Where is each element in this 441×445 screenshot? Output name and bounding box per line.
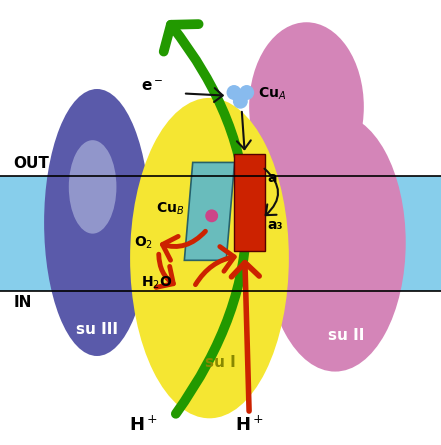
FancyArrowPatch shape [232, 263, 259, 411]
Text: a: a [268, 171, 277, 185]
Text: Cu$_B$: Cu$_B$ [156, 201, 184, 217]
Circle shape [234, 94, 247, 108]
FancyArrowPatch shape [156, 254, 173, 287]
Text: a₃: a₃ [268, 218, 283, 232]
Ellipse shape [69, 140, 116, 234]
Circle shape [240, 86, 254, 99]
Text: Cu$_A$: Cu$_A$ [258, 85, 286, 101]
FancyArrowPatch shape [237, 112, 251, 149]
Text: H$_2$O: H$_2$O [141, 275, 172, 291]
Ellipse shape [130, 98, 289, 418]
Text: H$^+$: H$^+$ [235, 415, 264, 435]
Text: O$_2$: O$_2$ [134, 235, 153, 251]
Ellipse shape [249, 22, 364, 191]
FancyArrowPatch shape [162, 231, 206, 260]
Text: su II: su II [328, 328, 364, 344]
Text: OUT: OUT [13, 156, 49, 171]
Circle shape [227, 86, 241, 99]
FancyArrowPatch shape [186, 88, 223, 102]
Text: su I: su I [205, 355, 236, 370]
FancyArrowPatch shape [195, 247, 234, 285]
Bar [234, 154, 265, 251]
Text: e$^-$: e$^-$ [141, 79, 163, 94]
Ellipse shape [44, 89, 150, 356]
Text: IN: IN [13, 295, 32, 311]
FancyArrowPatch shape [164, 24, 247, 414]
Circle shape [206, 210, 217, 222]
Polygon shape [184, 162, 235, 260]
FancyArrowPatch shape [265, 169, 278, 215]
Text: H$^+$: H$^+$ [129, 415, 158, 435]
Bar [0, 176, 441, 291]
Text: su III: su III [76, 322, 118, 337]
Ellipse shape [265, 113, 406, 372]
